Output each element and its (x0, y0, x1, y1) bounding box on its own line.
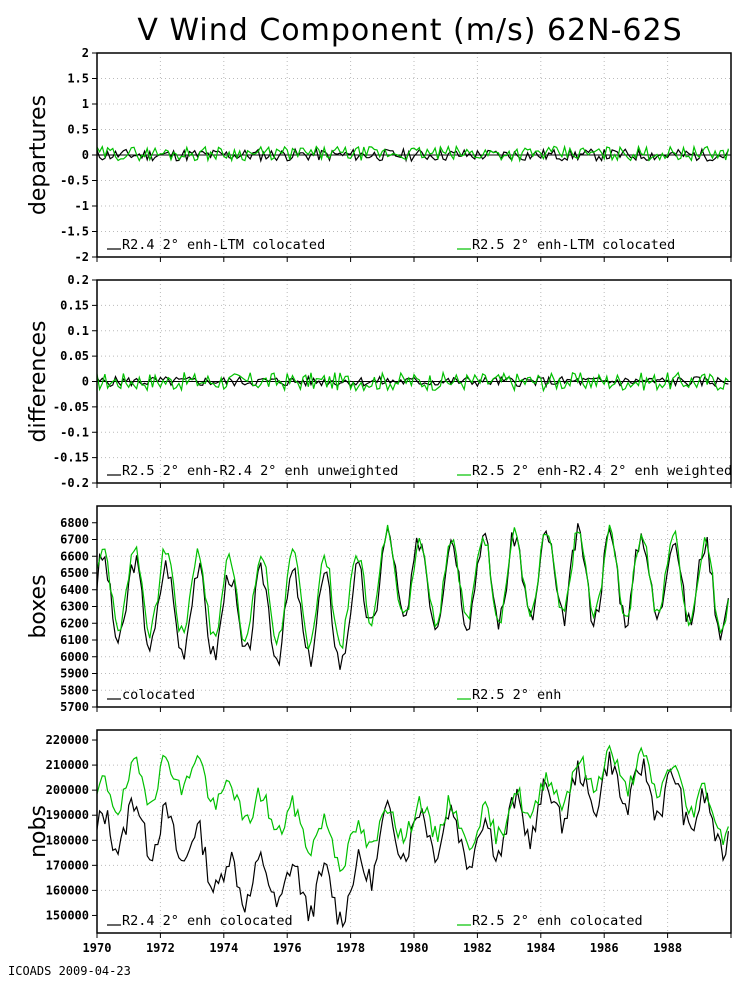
y-tick-label: 0.2 (67, 273, 89, 287)
y-tick-label: 5900 (60, 667, 89, 681)
legend-label: R2.5 2° enh colocated (472, 913, 643, 929)
x-tick-label: 1980 (400, 941, 429, 955)
panel-frame (96, 505, 732, 708)
panel-frame (96, 52, 732, 258)
y-tick-label: -0.5 (60, 174, 89, 188)
y-tick-label: 180000 (46, 833, 89, 847)
y-tick-label: 0.05 (60, 349, 89, 363)
y-tick-label: 1 (82, 97, 89, 111)
panel-differences: 0.2 0.15 0.1 0.05 0 -0.05 -0.1 -0.15 -0.2 R2.5 2°… (26, 273, 732, 490)
y-tick-label: 0.5 (67, 123, 89, 137)
y-tick-label: 0 (82, 148, 89, 162)
y-axis-label: differences (26, 321, 51, 443)
panel-frame (96, 729, 732, 934)
y-tick-label: 220000 (46, 733, 89, 747)
y-tick-label: -0.15 (53, 451, 89, 465)
x-tick-label: 1984 (526, 941, 555, 955)
legend-label: R2.5 2° enh-LTM colocated (472, 237, 675, 253)
legend-label: R2.4 2° enh colocated (122, 913, 293, 929)
x-tick-label: 1976 (273, 941, 302, 955)
legend-label: R2.5 2° enh (472, 687, 561, 703)
y-tick-label: 5800 (60, 683, 89, 697)
y-axis-label: departures (26, 95, 51, 215)
x-tick-label: 1988 (653, 941, 682, 955)
panel-departures: 2 1.5 1 0.5 0 -0.5 -1 -1.5 -2 R2.4 2° enh-LTM col… (26, 46, 732, 264)
y-tick-label: 6600 (60, 549, 89, 563)
y-tick-label: -2 (75, 250, 89, 264)
series-line-green (96, 144, 729, 163)
series-line-black (96, 523, 729, 670)
legend-label: R2.5 2° enh-R2.4 2° enh weighted (472, 463, 732, 479)
y-tick-label: 6700 (60, 533, 89, 547)
x-tick-label: 1978 (336, 941, 365, 955)
y-tick-label: -0.1 (60, 425, 89, 439)
series-line-green (96, 524, 729, 650)
y-tick-label: 6200 (60, 616, 89, 630)
y-axis-label: boxes (26, 574, 51, 638)
x-tick-label: 1972 (146, 941, 175, 955)
y-tick-label: 160000 (46, 883, 89, 897)
y-axis-label: nobs (26, 805, 51, 858)
x-tick-label: 1982 (463, 941, 492, 955)
x-tick-label: 1986 (590, 941, 619, 955)
chart-title: V Wind Component (m/s) 62N-62S (137, 13, 682, 48)
y-tick-label: 1.5 (67, 72, 89, 86)
x-tick-label: 1974 (209, 941, 238, 955)
series-line-black (96, 751, 729, 929)
series-line-green (96, 744, 729, 873)
y-tick-label: 190000 (46, 808, 89, 822)
y-tick-label: 6800 (60, 516, 89, 530)
panel-nobs: 220000 210000 200000 190000 180000 170000 1600… (26, 729, 732, 938)
y-tick-label: -0.2 (60, 476, 89, 490)
y-tick-label: 5700 (60, 700, 89, 714)
y-tick-label: 0 (82, 375, 89, 389)
y-tick-label: 0.1 (67, 324, 89, 338)
y-tick-label: 6400 (60, 583, 89, 597)
legend-label: colocated (122, 687, 195, 703)
y-tick-label: 170000 (46, 858, 89, 872)
y-tick-label: 150000 (46, 908, 89, 922)
panel-frame (96, 279, 732, 484)
legend-label: R2.4 2° enh-LTM colocated (122, 237, 325, 253)
footer-credit: ICOADS 2009-04-23 (8, 964, 131, 978)
y-tick-label: 2 (82, 46, 89, 60)
series-line-green (96, 370, 729, 393)
panel-boxes: 6800 6700 6600 6500 6400 6300 6200 6100 6000 5900… (26, 505, 732, 714)
x-tick-label: 1970 (83, 941, 112, 955)
y-tick-label: 200000 (46, 783, 89, 797)
y-tick-label: 210000 (46, 758, 89, 772)
y-tick-label: 6000 (60, 650, 89, 664)
y-tick-label: 0.15 (60, 298, 89, 312)
panels-group: 2 1.5 1 0.5 0 -0.5 -1 -1.5 -2 R2.4 2° enh-LTM col… (26, 46, 732, 955)
y-tick-label: -1.5 (60, 225, 89, 239)
y-tick-label: 6500 (60, 566, 89, 580)
y-tick-label: 6100 (60, 633, 89, 647)
y-tick-label: -0.05 (53, 400, 89, 414)
y-tick-label: -1 (75, 199, 89, 213)
y-tick-label: 6300 (60, 600, 89, 614)
legend-label: R2.5 2° enh-R2.4 2° enh unweighted (122, 463, 398, 479)
